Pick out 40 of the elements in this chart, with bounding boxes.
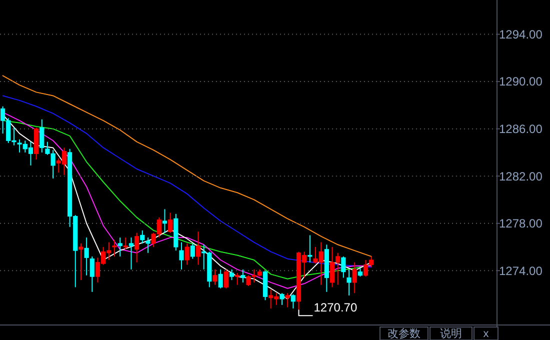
candlestick bbox=[218, 268, 223, 289]
candlestick bbox=[84, 237, 89, 276]
candlestick bbox=[146, 237, 150, 254]
candlestick bbox=[78, 242, 84, 281]
candlestick bbox=[346, 268, 352, 296]
y-tick-label: 1278.00 bbox=[499, 216, 543, 231]
annotation: 1270.70 bbox=[314, 300, 358, 315]
candlestick bbox=[290, 294, 296, 309]
candlestick bbox=[184, 242, 190, 266]
text: 说明 bbox=[440, 328, 462, 340]
candlestick bbox=[168, 212, 173, 234]
candlestick bbox=[341, 256, 346, 278]
text: x bbox=[483, 328, 490, 340]
candlestick bbox=[235, 272, 240, 286]
candlestick bbox=[212, 268, 218, 286]
candlestick bbox=[112, 239, 117, 257]
y-tick-label: 1274.00 bbox=[499, 264, 543, 278]
candlestick bbox=[224, 268, 228, 289]
y-tick-label: 1290.00 bbox=[499, 74, 543, 89]
candlestick bbox=[118, 237, 122, 257]
candlestick bbox=[285, 292, 290, 308]
candlestick bbox=[280, 292, 284, 306]
candlestick bbox=[162, 208, 168, 234]
y-tick-label: 1282.00 bbox=[499, 169, 543, 184]
candlestick bbox=[240, 268, 246, 283]
candlestick bbox=[229, 268, 234, 281]
y-tick-label: 1294.00 bbox=[499, 27, 543, 42]
candlestick bbox=[128, 237, 134, 270]
candlestick bbox=[352, 262, 357, 294]
y-tick-label: 1286.00 bbox=[499, 122, 543, 136]
candlestick bbox=[179, 242, 184, 270]
candlestick bbox=[134, 232, 140, 263]
candlestick bbox=[123, 237, 128, 250]
text: 改参数 bbox=[388, 327, 420, 340]
candlestick bbox=[140, 230, 145, 244]
candlestick bbox=[308, 234, 312, 263]
candlestick bbox=[190, 242, 195, 260]
candlestick bbox=[196, 231, 201, 266]
candlestick bbox=[90, 256, 94, 292]
candlestick bbox=[40, 118, 44, 153]
